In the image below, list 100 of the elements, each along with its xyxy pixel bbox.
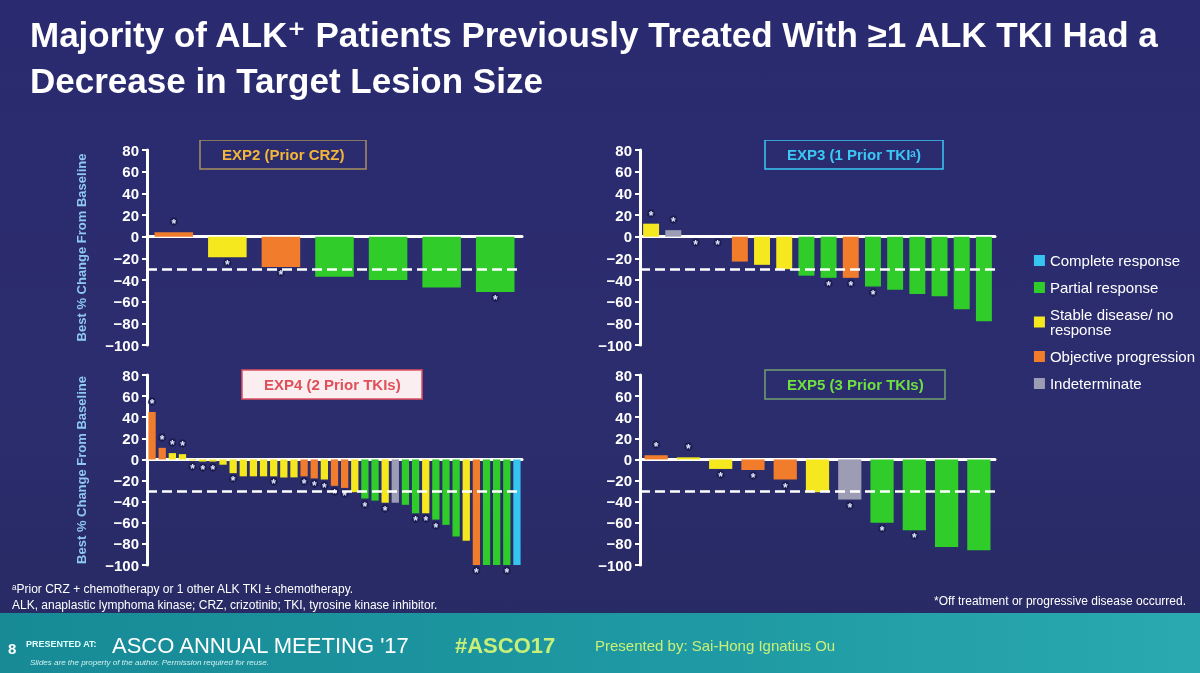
- y-tick-label: −60: [606, 514, 632, 532]
- data-label: *: [433, 520, 439, 535]
- bar: [411, 459, 420, 514]
- y-tick-label: 40: [122, 408, 139, 426]
- data-label: *: [180, 439, 186, 454]
- y-tick-label: −80: [606, 535, 632, 553]
- y-tick-label: 0: [623, 450, 632, 468]
- data-label: *: [200, 462, 206, 477]
- y-tick-label: −80: [113, 314, 139, 332]
- y-tick-label: −60: [606, 293, 632, 311]
- y-tick-label: 40: [615, 184, 632, 202]
- bar: [168, 453, 176, 460]
- bar: [798, 236, 815, 276]
- bar: [381, 459, 389, 503]
- bar: [909, 236, 926, 295]
- bar: [462, 459, 470, 541]
- data-label: *: [782, 480, 788, 495]
- y-axis-title: Best % Change From Baseline: [74, 153, 89, 342]
- data-label: *: [149, 396, 155, 411]
- y-tick-label: −20: [113, 249, 139, 267]
- data-label: *: [278, 268, 284, 282]
- data-label: *: [750, 471, 756, 485]
- legend-label: Complete response: [1049, 252, 1181, 269]
- bar: [482, 459, 491, 565]
- legend-label: Objective progression: [1049, 348, 1196, 365]
- data-label: *: [225, 258, 231, 273]
- bar: [931, 236, 948, 297]
- bar: [422, 459, 430, 514]
- y-tick-label: −100: [105, 556, 139, 574]
- bar: [340, 459, 349, 488]
- data-label: *: [504, 566, 510, 580]
- text: Presented by: Sai-Hong Ignatius Ou: [595, 637, 836, 654]
- y-tick-label: 20: [122, 429, 139, 447]
- y-tick-label: 20: [122, 206, 139, 224]
- y-tick-label: −40: [113, 271, 139, 289]
- data-label: *: [413, 514, 419, 529]
- bar: [320, 459, 329, 480]
- data-label: *: [693, 237, 699, 252]
- bar: [842, 236, 859, 278]
- y-tick-label: −80: [113, 535, 139, 553]
- data-label: *: [322, 480, 328, 495]
- legend-label: Partial response: [1049, 279, 1159, 296]
- bar: [351, 459, 359, 493]
- bar: [820, 236, 837, 278]
- bar: [371, 459, 379, 501]
- data-label: *: [879, 523, 885, 538]
- bar: [158, 447, 166, 460]
- y-tick-label: 80: [615, 366, 632, 384]
- data-label: *: [870, 287, 876, 302]
- data-label: *: [686, 442, 692, 457]
- text: #ASCO17: [455, 633, 556, 659]
- bar: [401, 459, 410, 505]
- y-tick-label: 60: [122, 163, 139, 181]
- data-label: *: [848, 278, 854, 293]
- y-tick-label: 60: [615, 163, 632, 181]
- y-tick-label: −60: [113, 514, 139, 532]
- bar: [975, 236, 992, 322]
- bar: [199, 459, 207, 462]
- y-tick-label: 0: [130, 228, 139, 246]
- data-label: *: [492, 292, 498, 307]
- y-tick-label: 60: [615, 387, 632, 405]
- y-tick-label: 40: [615, 408, 632, 426]
- bar: [442, 459, 450, 525]
- y-tick-label: 20: [615, 429, 632, 447]
- data-label: *: [648, 208, 654, 223]
- bar: [270, 459, 278, 477]
- data-label: *: [911, 531, 917, 546]
- data-label: *: [362, 499, 368, 514]
- y-tick-label: −60: [113, 293, 139, 311]
- text: Majority of ALK⁺ Patients Previously Treated With ≥1 ALK TKI Had a Decrease in Target Lesion Size: [30, 14, 1159, 102]
- bar: [249, 459, 258, 477]
- y-tick-label: −40: [113, 493, 139, 511]
- y-tick-label: −20: [606, 249, 632, 267]
- bar: [259, 459, 268, 477]
- bar: [178, 454, 187, 460]
- y-tick-label: 20: [615, 206, 632, 224]
- y-tick-label: −80: [606, 314, 632, 332]
- y-tick-label: −100: [105, 336, 139, 354]
- bar: [493, 459, 501, 565]
- text: Slides are the property of the author. Permission required for reuse.: [30, 658, 269, 667]
- legend-label: Indeterminate: [1049, 375, 1142, 392]
- y-tick-label: 80: [615, 141, 632, 159]
- y-tick-label: −100: [598, 336, 632, 354]
- data-label: *: [301, 477, 307, 492]
- data-label: *: [826, 278, 832, 293]
- bar: [432, 459, 440, 520]
- chart-subtitle: EXP4 (2 Prior TKIs): [264, 376, 401, 393]
- chart-subtitle: EXP2 (Prior CRZ): [222, 146, 345, 163]
- bar: [731, 236, 748, 262]
- data-label: *: [171, 217, 177, 232]
- bar: [864, 236, 881, 287]
- bar: [776, 236, 793, 270]
- bar: [148, 411, 156, 460]
- bar: [513, 459, 521, 565]
- legend-label: Stable disease/ no response: [1049, 306, 1178, 338]
- data-label: *: [382, 503, 388, 518]
- bar: [280, 459, 288, 478]
- text: *Off treatment or progressive disease occurred.: [934, 594, 1186, 608]
- y-axis-title: Best % Change From Baseline: [74, 376, 89, 564]
- y-tick-label: −40: [606, 271, 632, 289]
